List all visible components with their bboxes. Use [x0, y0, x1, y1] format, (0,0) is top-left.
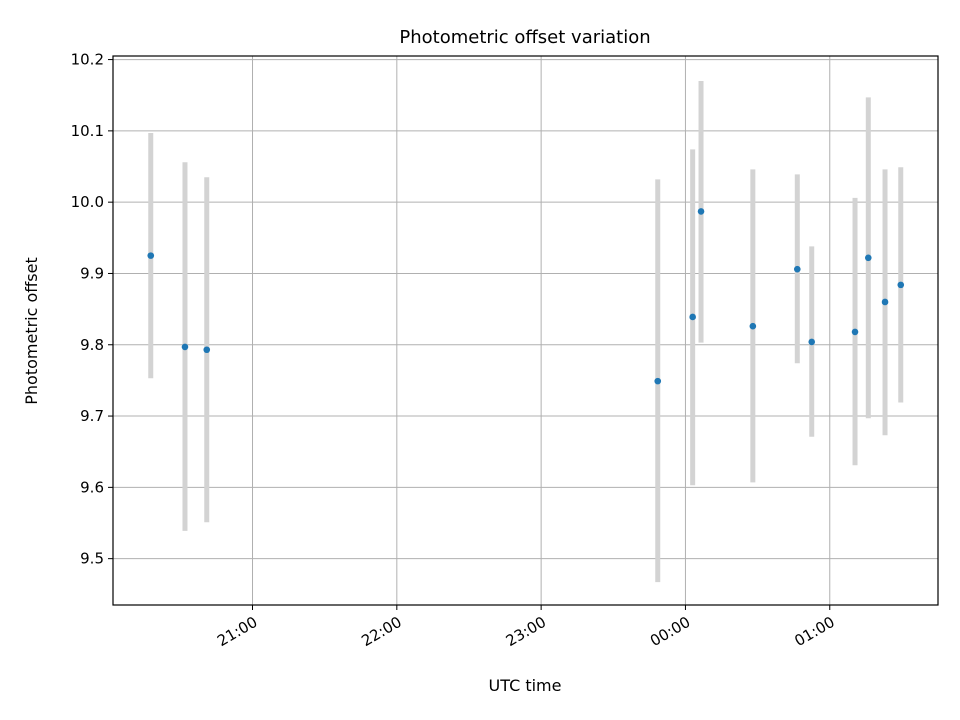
- plot-area-frame: [112, 55, 939, 606]
- y-tick-label: 9.6: [80, 478, 104, 496]
- y-axis-label: Photometric offset: [22, 257, 41, 405]
- data-point: [654, 377, 662, 385]
- data-point: [203, 346, 211, 354]
- data-point: [697, 208, 705, 215]
- data-point: [181, 343, 189, 351]
- data-point: [749, 322, 757, 330]
- data-point: [689, 313, 696, 321]
- data-point: [864, 254, 872, 262]
- x-tick-label: 01:00: [791, 613, 837, 650]
- y-axis: 9.5 9.6 9.7 9.8 9.9 10.0 10.1 10.2: [71, 51, 113, 568]
- y-tick-label: 9.5: [80, 550, 104, 568]
- data-points: [147, 208, 905, 385]
- chart-title: Photometric offset variation: [399, 27, 650, 48]
- data-point: [897, 281, 905, 289]
- x-tick-label: 23:00: [503, 613, 549, 650]
- y-tick-label: 10.2: [71, 51, 104, 69]
- y-tick-label: 10.0: [71, 193, 104, 211]
- data-point: [881, 298, 889, 306]
- y-tick-label: 9.8: [80, 336, 104, 354]
- y-tick-label: 9.7: [80, 407, 104, 425]
- x-tick-label: 21:00: [214, 613, 260, 650]
- x-tick-label: 00:00: [647, 613, 693, 650]
- data-point: [851, 328, 859, 336]
- y-tick-label: 10.1: [71, 122, 104, 140]
- x-axis: 21:00 22:00 23:00 00:00 01:00: [214, 605, 838, 650]
- data-point: [147, 252, 155, 259]
- y-tick-label: 9.9: [80, 264, 104, 282]
- x-tick-label: 22:00: [358, 613, 404, 650]
- error-bars: [148, 80, 904, 583]
- x-axis-label: UTC time: [489, 676, 562, 695]
- data-point: [808, 338, 816, 346]
- grid: [113, 56, 938, 605]
- data-point: [793, 265, 801, 273]
